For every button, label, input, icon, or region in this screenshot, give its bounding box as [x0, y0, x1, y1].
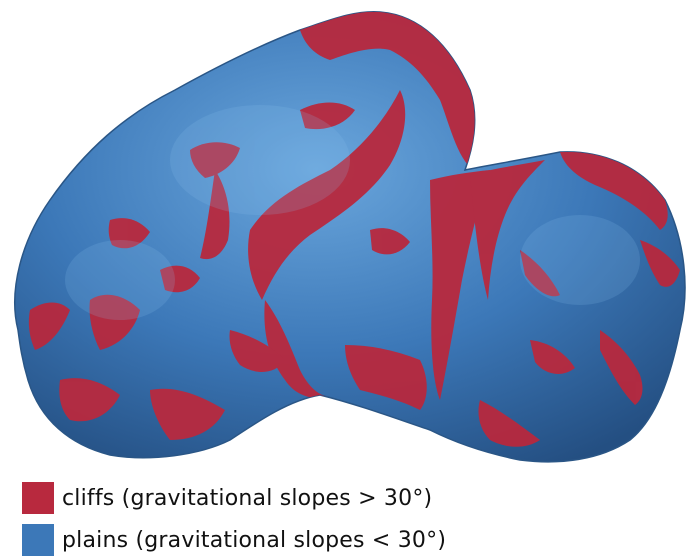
plains-swatch: [22, 524, 54, 556]
comet-nucleus-shape-model: [14, 10, 686, 463]
nucleus-body-plains: [14, 10, 686, 463]
surface-relief: [65, 105, 640, 320]
legend-label-cliffs: cliffs (gravitational slopes > 30°): [62, 485, 433, 511]
legend-label-plains: plains (gravitational slopes < 30°): [62, 527, 447, 553]
legend-item-cliffs: cliffs (gravitational slopes > 30°): [22, 478, 432, 518]
cliff-regions: [28, 11, 680, 447]
legend-item-plains: plains (gravitational slopes < 30°): [22, 520, 446, 560]
cliffs-swatch: [22, 482, 54, 514]
